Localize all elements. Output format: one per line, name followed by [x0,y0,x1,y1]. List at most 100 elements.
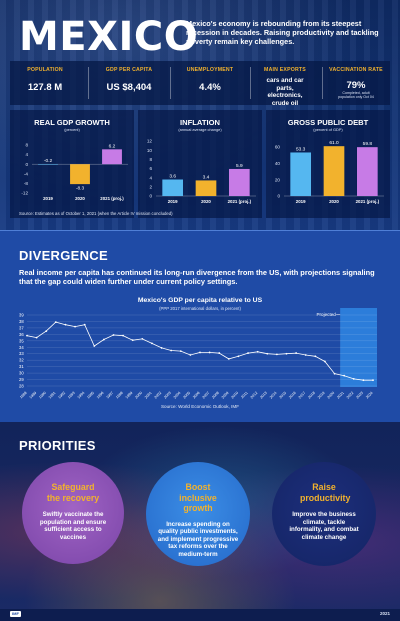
x-tick-label: 1999 [125,391,134,400]
data-point-2021 [343,374,346,377]
data-point-2000 [141,337,144,340]
data-point-2007 [208,351,211,354]
footer-year: 2021 [379,611,390,616]
x-tick-label: 1989 [29,391,38,400]
stat-population: POPULATION 127.8 M [10,61,80,105]
divergence-heading: DIVERGENCE [19,248,108,263]
data-point-2008 [218,352,221,354]
data-point-1998 [122,334,125,337]
x-tick-label: 1996 [96,391,105,400]
priority-inclusive-growth: Boost inclusive growth Increase spending… [146,462,250,566]
data-point-2010 [237,355,240,358]
data-label: 3.4 [203,174,210,180]
data-point-2015 [285,352,288,355]
stat-unemployment: UNEMPLOYMENT 4.4% [170,61,250,105]
stat-main-exports: MAIN EXPORTS cars and car parts, electro… [250,61,320,107]
data-point-1990 [45,330,48,333]
x-tick-label: 1988 [19,391,28,400]
line-chart-subtitle: (PPP 2017 international dollars, in perc… [159,306,241,311]
x-tick-label: 2021 [336,391,345,400]
x-tick-label: 2018 [307,391,316,400]
stat-gdp-per-capita: GDP PER CAPITA US $8,404 [88,61,170,105]
category-label: 2020 [75,196,85,201]
x-tick-label: 2019 [317,391,326,400]
y-tick-label: 8 [25,143,28,148]
y-tick-label: 40 [275,161,281,166]
x-tick-label: 2009 [221,391,230,400]
data-point-2023 [362,379,365,382]
chart-subtitle: (annual average change) [178,127,222,132]
stat-label: POPULATION [27,67,63,73]
stat-note: Completed, adult population only Oct 04 [338,91,374,100]
y-tick-label: -4 [24,171,29,176]
bar-2019 [162,179,183,196]
y-tick-label: 10 [147,148,153,153]
stat-label: MAIN EXPORTS [264,67,306,73]
category-label: 2021 (proj.) [356,199,380,204]
category-label: 2021 (proj.) [228,199,252,204]
category-label: 2019 [296,199,306,204]
y-tick-label: 31 [19,364,24,369]
bar-2021-proj- [229,168,250,196]
y-tick-label: 34 [19,345,24,350]
x-tick-label: 2023 [355,391,364,400]
x-tick-label: 2013 [259,391,268,400]
data-label: -8.3 [76,186,85,192]
y-tick-label: 32 [19,358,24,363]
page-title: MEXICO [19,14,199,60]
x-tick-label: 2017 [298,391,307,400]
x-tick-label: 1994 [77,391,86,400]
data-point-2009 [227,357,230,360]
data-label: 3.6 [169,174,176,180]
x-tick-label: 2015 [279,391,288,400]
stat-value: cars and car parts, electronics, crude o… [266,77,304,107]
x-tick-label: 2006 [192,391,201,400]
bar-2020 [323,146,345,196]
y-tick-label: 20 [275,177,281,182]
y-tick-label: 36 [19,332,24,337]
y-tick-label: 37 [19,325,24,330]
data-point-2013 [266,352,269,355]
x-tick-label: 2008 [211,391,220,400]
data-point-2001 [151,342,153,345]
source-note: Source: Estimates as of October 1, 2021 … [19,211,173,216]
data-point-2022 [352,378,355,380]
logo-text: IMF [12,611,19,616]
y-tick-label: 8 [149,157,152,162]
footer-bar [0,609,400,621]
y-tick-label: 29 [19,377,24,382]
bar-2020 [195,180,217,196]
y-tick-label: 39 [19,313,24,318]
x-tick-label: 2000 [134,391,143,400]
data-point-2017 [304,354,307,356]
data-point-2003 [170,349,173,352]
data-point-1994 [83,323,86,326]
stat-label: UNEMPLOYMENT [186,67,234,73]
bar-2021-proj- [102,149,122,165]
priorities-heading: PRIORITIES [19,438,96,453]
data-point-2011 [247,352,249,354]
stat-value: 79% [346,80,366,91]
stat-label: GDP PER CAPITA [105,67,153,73]
x-tick-label: 1990 [38,391,47,400]
data-point-2024 [372,379,374,382]
imf-logo: IMF [10,611,21,617]
data-point-2002 [160,347,163,349]
priority-body: Increase spending on quality public inve… [157,520,239,558]
priority-body: Swiftly vaccinate the population and ens… [39,511,107,541]
x-tick-label: 1992 [58,391,67,400]
chart-subtitle: (percent of GDP) [313,127,343,132]
x-tick-label: 1995 [86,391,95,400]
y-tick-label: 4 [25,152,28,157]
inflation-panel [138,110,262,218]
data-point-1996 [102,338,105,341]
x-tick-label: 2016 [288,391,297,400]
divergence-text: Real income per capita has continued its… [19,268,375,287]
bar-2021-proj- [357,147,378,196]
y-tick-label: 35 [19,338,24,343]
stats-bar: POPULATION 127.8 M GDP PER CAPITA US $8,… [10,61,390,107]
x-tick-label: 2004 [173,391,182,400]
data-point-2005 [189,354,192,356]
chart-title: REAL GDP GROWTH [34,118,110,127]
